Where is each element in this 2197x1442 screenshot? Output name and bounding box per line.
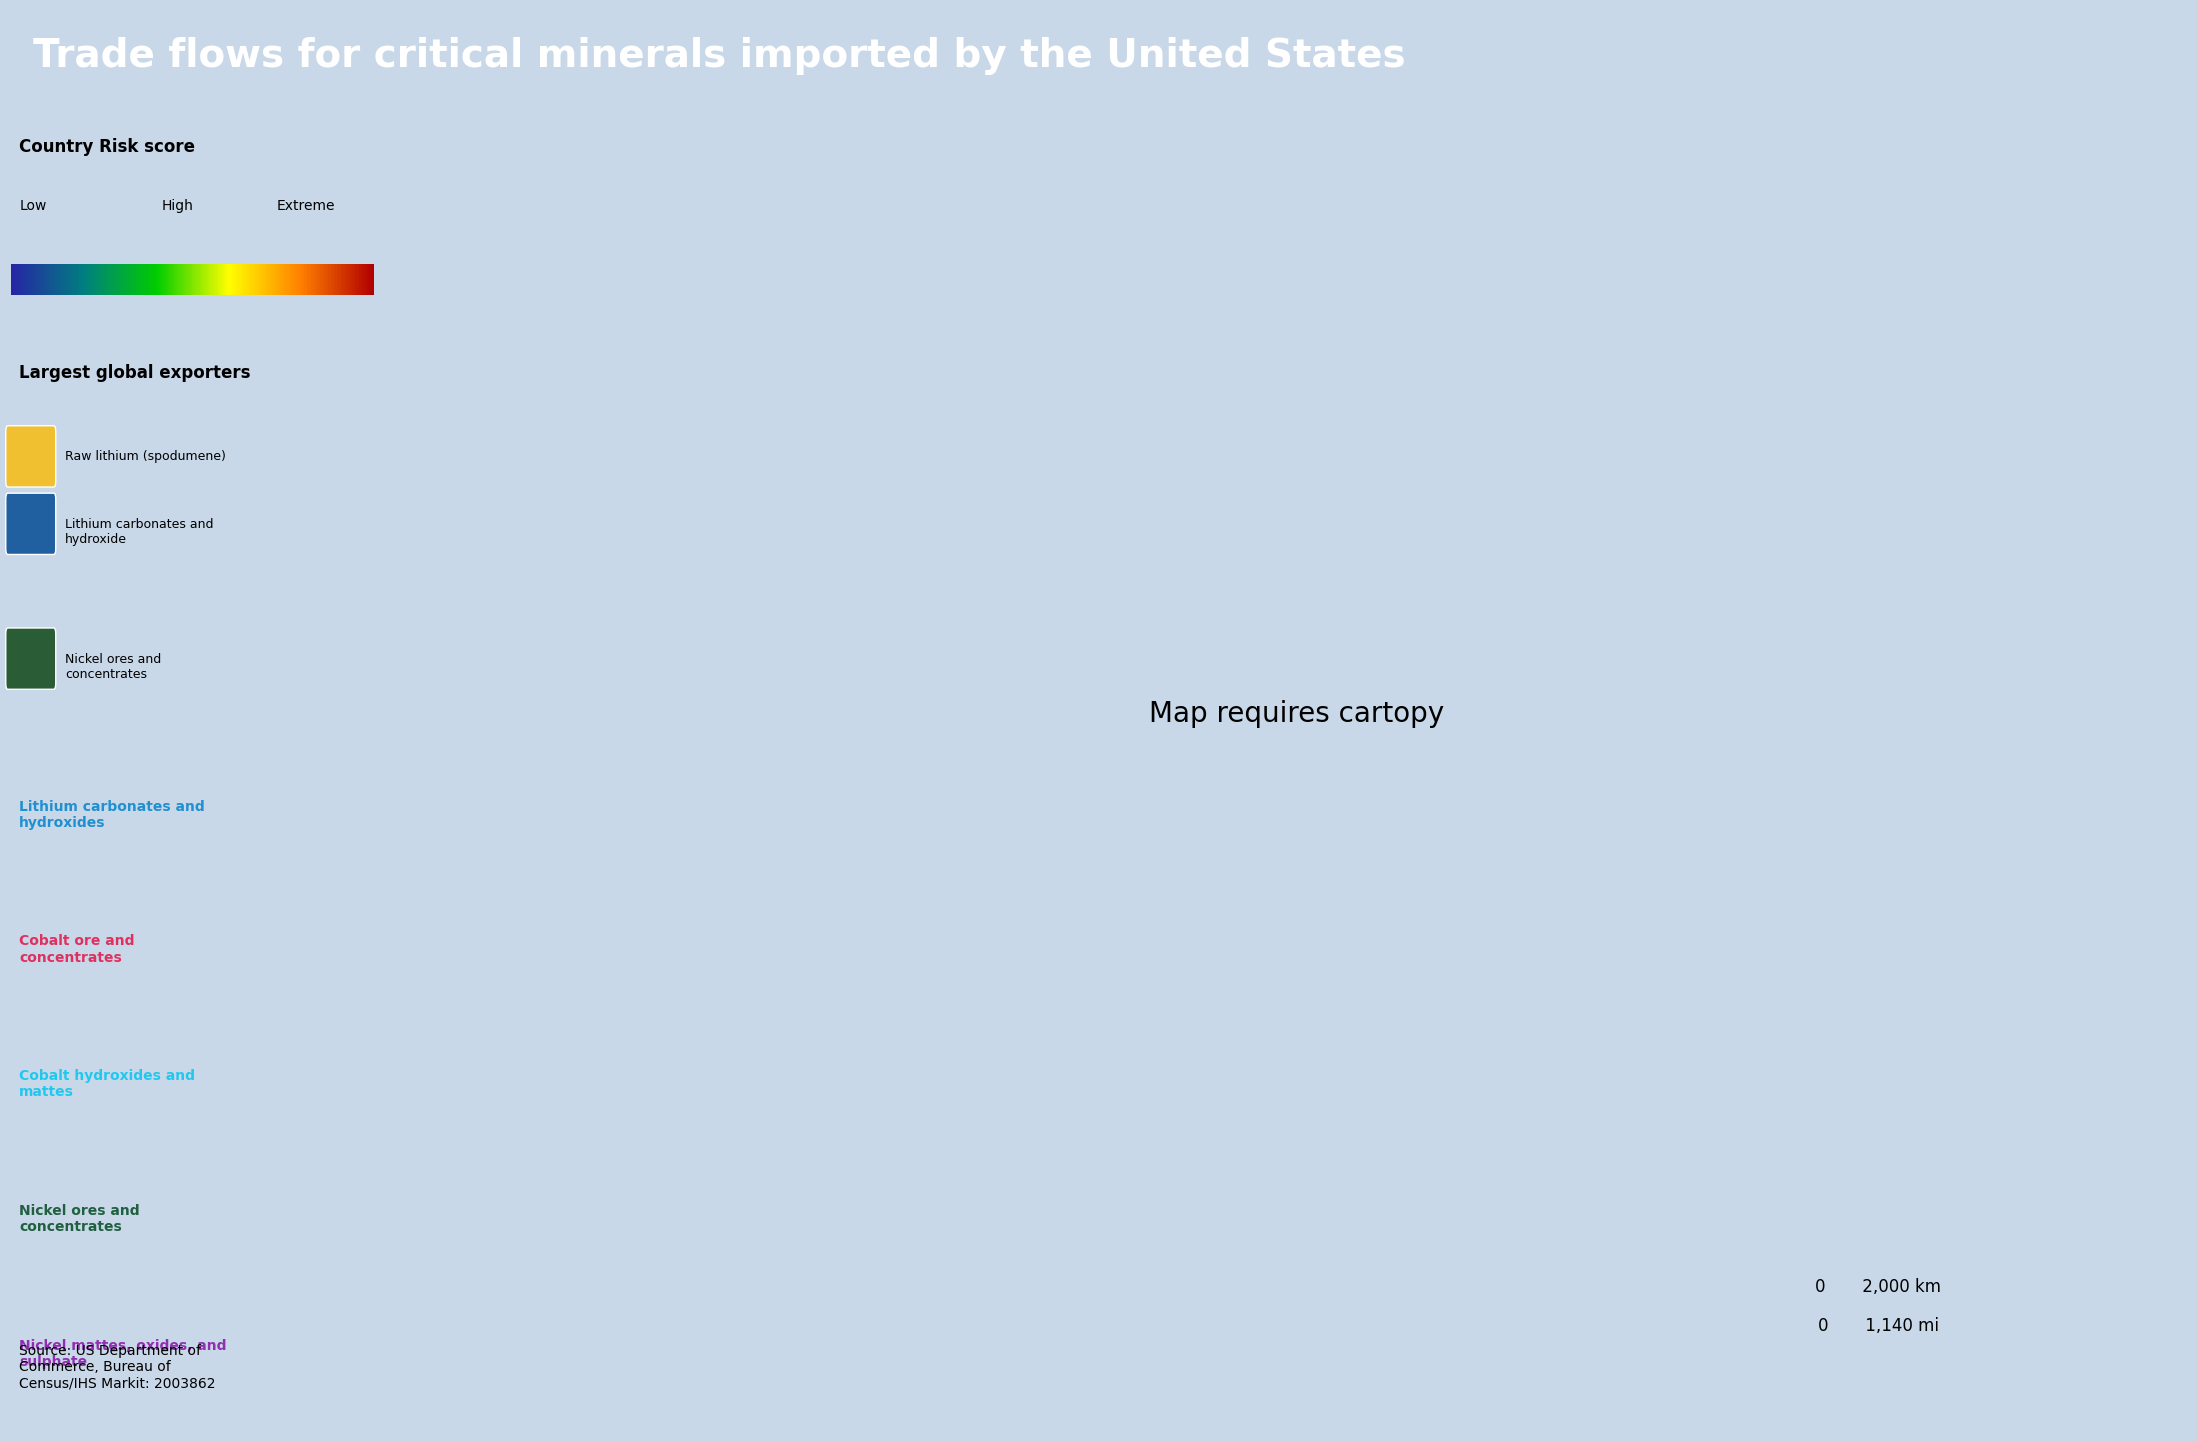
Text: Low: Low	[20, 199, 46, 213]
Text: Raw lithium (spodumene): Raw lithium (spodumene)	[66, 450, 226, 463]
Text: Nickel ores and
concentrates: Nickel ores and concentrates	[20, 1204, 141, 1234]
Text: Trade flows for critical minerals imported by the United States: Trade flows for critical minerals import…	[33, 36, 1406, 75]
Text: Cobalt hydroxides and
mattes: Cobalt hydroxides and mattes	[20, 1070, 196, 1099]
FancyBboxPatch shape	[7, 629, 55, 689]
Text: Source: US Department of
Commerce, Bureau of
Census/IHS Markit: 2003862: Source: US Department of Commerce, Burea…	[20, 1344, 215, 1390]
Text: Extreme: Extreme	[277, 199, 336, 213]
Text: Cobalt ore and
concentrates: Cobalt ore and concentrates	[20, 934, 134, 965]
FancyBboxPatch shape	[7, 425, 55, 487]
Text: Country Risk score: Country Risk score	[20, 138, 196, 156]
Text: 0       2,000 km: 0 2,000 km	[1815, 1278, 1942, 1295]
Text: Nickel ores and
concentrates: Nickel ores and concentrates	[66, 653, 163, 681]
Text: 0       1,140 mi: 0 1,140 mi	[1817, 1317, 1940, 1334]
FancyBboxPatch shape	[7, 493, 55, 555]
Text: High: High	[160, 199, 193, 213]
Text: Lithium carbonates and
hydroxide: Lithium carbonates and hydroxide	[66, 518, 213, 545]
Text: Map requires cartopy: Map requires cartopy	[1149, 699, 1443, 728]
Text: Largest global exporters: Largest global exporters	[20, 365, 250, 382]
Text: Lithium carbonates and
hydroxides: Lithium carbonates and hydroxides	[20, 800, 204, 829]
Text: Nickel mattes, oxides, and
sulphate: Nickel mattes, oxides, and sulphate	[20, 1340, 226, 1368]
